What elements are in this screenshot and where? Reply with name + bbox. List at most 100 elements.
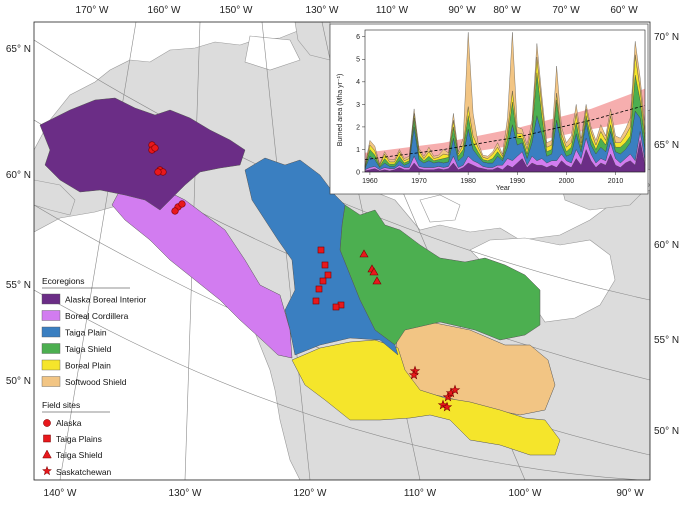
water-bodies (34, 35, 616, 480)
lat-right-label: 60° N (654, 240, 679, 251)
inset-x-tick-label: 1980 (460, 178, 476, 185)
lon-bottom-label: 100° W (509, 488, 542, 499)
map-area (34, 22, 650, 480)
beaufort-sea (244, 35, 301, 71)
legend-ecoregion-item: Boreal Cordillera (41, 310, 129, 321)
star-icon (41, 465, 53, 476)
legend-item-saskatchewan: Saskatchewan (41, 465, 112, 477)
site-legend-items: Alaska Taiga Plains Taiga Shield Saskatc… (41, 418, 112, 477)
legend-ecoregion-item: Taiga Shield (41, 343, 112, 354)
lat-right-label: 65° N (654, 140, 679, 151)
inset-x-tick-label: 1960 (362, 178, 378, 185)
inset-chart: 0 1 2 3 4 5 6 1960 1970 1980 1990 2000 2010 Burned a… (329, 23, 649, 195)
legend-item-alaska: Alaska (43, 418, 82, 428)
lon-top-label: 170° W (76, 5, 109, 16)
inset-plot: 0 1 2 3 4 5 6 1960 1970 1980 1990 2000 2010 (356, 29, 646, 185)
alaska-sites (148, 141, 186, 215)
legend-ecoregion-label: Taiga Plain (65, 328, 107, 338)
legend-item-taiga-shield: Taiga Shield (42, 449, 103, 460)
legend-swatch (41, 326, 61, 338)
lon-top-label: 130° W (306, 5, 339, 16)
inset-x-tick-label: 2000 (559, 178, 575, 185)
legend: Ecoregions Alaska Boreal Interior Boreal … (41, 276, 146, 477)
lat-left-label: 60° N (6, 170, 31, 181)
site-star-marker (442, 391, 454, 402)
ecoregion-boreal-cordillera (111, 184, 293, 359)
inset-y-tick-label: 4 (356, 79, 360, 86)
lon-bottom: 140° W 130° W 120° W 110° W 100° W 90° W (44, 488, 645, 499)
inset-y-tick-label: 0 (356, 169, 360, 176)
lat-right-label: 70° N (654, 32, 679, 43)
taiga-shield-sites (359, 249, 382, 285)
ecoregion-alaska-boreal-interior (39, 97, 246, 211)
legend-site-label: Taiga Plains (56, 434, 102, 444)
inset-y-tick-label: 1 (356, 147, 360, 154)
lon-top-label: 160° W (148, 5, 181, 16)
circle-icon (43, 419, 51, 427)
lon-top-label: 110° W (376, 5, 409, 16)
saskatchewan-sites (408, 365, 461, 412)
tick-labels: 170° W 160° W 150° W 130° W 110° W 90° W… (6, 5, 679, 499)
inset-y-tick-label: 2 (356, 124, 360, 131)
lat-left-label: 65° N (6, 44, 31, 55)
lon-top-label: 150° W (220, 5, 253, 16)
legend-ecoregions-title: Ecoregions (42, 276, 85, 286)
legend-swatch (41, 310, 61, 321)
legend-ecoregion-label: Boreal Plain (65, 361, 111, 371)
legend-swatch (41, 376, 61, 387)
arctic-island-1 (294, 22, 331, 61)
inset-x-tick-label: 1990 (509, 178, 525, 185)
legend-site-label: Saskatchewan (56, 467, 112, 477)
trend-line (364, 105, 646, 160)
ecoregions (39, 97, 561, 456)
legend-site-label: Taiga Shield (56, 450, 103, 460)
lon-bottom-label: 90° W (616, 488, 644, 499)
square-icon (43, 434, 51, 443)
lon-top-label: 90° W (448, 5, 476, 16)
site-star-marker (441, 401, 453, 412)
legend-swatch (41, 343, 61, 354)
map-frame (33, 21, 651, 481)
legend-swatch (41, 293, 61, 305)
legend-ecoregion-item: Taiga Plain (41, 326, 107, 338)
legend-ecoregion-item: Softwood Shield (41, 376, 127, 387)
lon-bottom-label: 140° W (44, 488, 77, 499)
site-star-marker (408, 369, 420, 380)
trend-confidence-band (365, 88, 645, 166)
field-sites (148, 141, 461, 412)
aleutian-land (34, 179, 76, 216)
lon-top: 170° W 160° W 150° W 130° W 110° W 90° W… (76, 5, 639, 16)
lon-bottom-label: 130° W (169, 488, 202, 499)
legend-ecoregion-label: Taiga Shield (65, 344, 112, 354)
inset-x-tick-label: 2010 (608, 178, 624, 185)
ecoregion-legend-items: Alaska Boreal Interior Boreal Cordillera T… (41, 293, 146, 387)
inset-y-tick-label: 3 (356, 102, 360, 109)
ecoregion-taiga-plain (244, 157, 399, 356)
legend-ecoregion-item: Alaska Boreal Interior (41, 293, 146, 305)
legend-ecoregion-label: Softwood Shield (65, 377, 127, 387)
inset-y-axis-label: Burned area (Mha yr⁻¹) (337, 74, 344, 147)
legend-ecoregion-label: Alaska Boreal Interior (65, 295, 146, 305)
legend-sites-title: Field sites (42, 400, 80, 410)
legend-ecoregion-item: Boreal Plain (41, 359, 111, 371)
lon-top-label: 70° W (552, 5, 580, 16)
lat-right-label: 55° N (654, 335, 679, 346)
inset-x-axis-label: Year (496, 185, 511, 192)
lon-bottom-label: 110° W (404, 488, 437, 499)
triangle-icon (42, 449, 52, 459)
inset-x-tick-label: 1970 (411, 178, 427, 185)
inset-axes-frame (364, 29, 646, 173)
lat-left: 65° N 60° N 55° N 50° N (6, 44, 31, 387)
taiga-plains-sites (312, 246, 345, 311)
lat-left-label: 50° N (6, 376, 31, 387)
inset-y-tick-label: 6 (356, 34, 360, 41)
site-star-marker (449, 384, 461, 395)
inset-y-tick-label: 5 (356, 57, 360, 64)
legend-site-label: Alaska (56, 418, 82, 428)
lat-left-label: 55° N (6, 280, 31, 291)
lat-right-label: 50° N (654, 426, 679, 437)
legend-ecoregion-label: Boreal Cordillera (65, 311, 129, 321)
lon-top-label: 60° W (610, 5, 638, 16)
